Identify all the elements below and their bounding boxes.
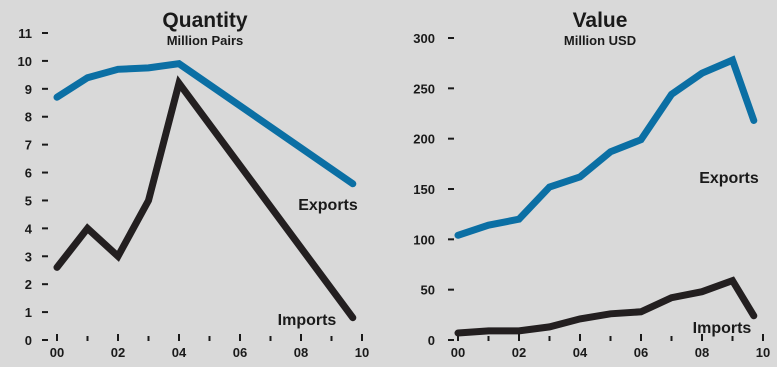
value-y-tick-label: 0: [428, 333, 435, 348]
value-x-tick-label: 04: [573, 345, 588, 360]
value-y-tick-label: 300: [413, 31, 435, 46]
value-x-tick-label: 10: [756, 345, 770, 360]
value-imports-line: [454, 276, 758, 337]
quantity-x-tick-label: 00: [50, 345, 64, 360]
quantity-x-tick-label: 10: [355, 345, 369, 360]
quantity-y-tick-label: 6: [25, 166, 32, 181]
value-chart: Value Million USD 0 50 100 150 200 250 300 00 02…: [413, 9, 770, 360]
quantity-chart: Quantity Million Pairs 0 1 2 3 4 5 6 7 8 9 10 11 00 0…: [18, 9, 370, 360]
quantity-exports-label: Exports: [298, 197, 358, 214]
quantity-y-tick-label: 0: [25, 333, 32, 348]
value-exports-line: [454, 55, 758, 239]
quantity-chart-subtitle: Million Pairs: [167, 33, 244, 48]
quantity-y-tick-label: 4: [25, 221, 33, 236]
value-x-tick-label: 06: [634, 345, 648, 360]
quantity-y-tick-label: 7: [25, 138, 32, 153]
quantity-y-tick-label: 1: [25, 305, 32, 320]
value-x-tick-label: 00: [451, 345, 465, 360]
quantity-y-tick-label: 11: [18, 26, 32, 41]
value-x-tick-label: 08: [695, 345, 709, 360]
value-imports-label: Imports: [693, 320, 752, 337]
value-y-tick-label: 250: [413, 81, 435, 96]
value-chart-subtitle: Million USD: [564, 33, 636, 48]
value-x-tick-label: 02: [512, 345, 526, 360]
quantity-imports-label: Imports: [278, 312, 337, 329]
quantity-y-tick-label: 3: [25, 249, 32, 264]
quantity-x-tick-label: 04: [172, 345, 187, 360]
value-y-tick-label: 50: [421, 283, 435, 298]
value-chart-title: Value: [573, 9, 628, 32]
quantity-y-tick-label: 9: [25, 82, 32, 97]
value-exports-label: Exports: [699, 170, 759, 187]
quantity-exports-line: [53, 60, 357, 188]
value-y-tick-label: 100: [413, 232, 435, 247]
quantity-x-tick-label: 08: [294, 345, 308, 360]
quantity-y-tick-label: 5: [25, 193, 32, 208]
quantity-chart-title: Quantity: [162, 9, 247, 32]
quantity-x-tick-label: 02: [111, 345, 125, 360]
quantity-imports-line: [53, 75, 357, 322]
quantity-y-tick-label: 10: [18, 54, 32, 69]
quantity-x-tick-label: 06: [233, 345, 247, 360]
quantity-y-tick-label: 8: [25, 110, 32, 125]
value-y-tick-label: 200: [413, 132, 435, 147]
value-y-tick-label: 150: [413, 182, 435, 197]
quantity-y-tick-label: 2: [25, 277, 32, 292]
